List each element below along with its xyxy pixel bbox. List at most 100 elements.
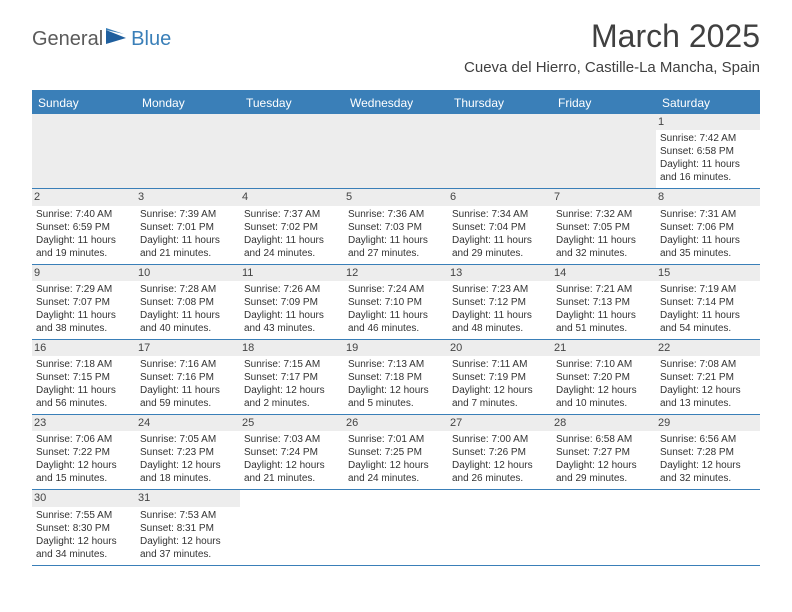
day-number: 14	[552, 265, 656, 281]
month-title: March 2025	[464, 18, 760, 55]
day-number: 12	[344, 265, 448, 281]
sunset-line: Sunset: 7:16 PM	[140, 371, 236, 384]
daylight-line: Daylight: 11 hours and 29 minutes.	[452, 234, 548, 260]
sunrise-line: Sunrise: 7:39 AM	[140, 208, 236, 221]
day-cell: 8Sunrise: 7:31 AMSunset: 7:06 PMDaylight…	[656, 189, 760, 263]
day-cell: 19Sunrise: 7:13 AMSunset: 7:18 PMDayligh…	[344, 340, 448, 414]
sunset-line: Sunset: 7:25 PM	[348, 446, 444, 459]
daylight-line: Daylight: 11 hours and 40 minutes.	[140, 309, 236, 335]
sunrise-line: Sunrise: 7:53 AM	[140, 509, 236, 522]
daylight-line: Daylight: 11 hours and 54 minutes.	[660, 309, 756, 335]
day-cell: 17Sunrise: 7:16 AMSunset: 7:16 PMDayligh…	[136, 340, 240, 414]
daylight-line: Daylight: 11 hours and 38 minutes.	[36, 309, 132, 335]
sunrise-line: Sunrise: 6:58 AM	[556, 433, 652, 446]
day-cell: 15Sunrise: 7:19 AMSunset: 7:14 PMDayligh…	[656, 265, 760, 339]
sunset-line: Sunset: 7:17 PM	[244, 371, 340, 384]
sunset-line: Sunset: 7:18 PM	[348, 371, 444, 384]
sunrise-line: Sunrise: 7:42 AM	[660, 132, 756, 145]
daylight-line: Daylight: 11 hours and 59 minutes.	[140, 384, 236, 410]
sunrise-line: Sunrise: 7:37 AM	[244, 208, 340, 221]
sunrise-line: Sunrise: 7:08 AM	[660, 358, 756, 371]
sunset-line: Sunset: 8:31 PM	[140, 522, 236, 535]
day-cell: 6Sunrise: 7:34 AMSunset: 7:04 PMDaylight…	[448, 189, 552, 263]
sunset-line: Sunset: 7:07 PM	[36, 296, 132, 309]
day-number: 17	[136, 340, 240, 356]
day-cell	[32, 114, 136, 188]
day-number: 1	[656, 114, 760, 130]
day-number: 2	[32, 189, 136, 205]
daylight-line: Daylight: 12 hours and 2 minutes.	[244, 384, 340, 410]
week-row: 9Sunrise: 7:29 AMSunset: 7:07 PMDaylight…	[32, 265, 760, 340]
sunset-line: Sunset: 7:21 PM	[660, 371, 756, 384]
day-cell: 23Sunrise: 7:06 AMSunset: 7:22 PMDayligh…	[32, 415, 136, 489]
sunrise-line: Sunrise: 7:24 AM	[348, 283, 444, 296]
daylight-line: Daylight: 12 hours and 29 minutes.	[556, 459, 652, 485]
sunset-line: Sunset: 7:24 PM	[244, 446, 340, 459]
sunset-line: Sunset: 7:03 PM	[348, 221, 444, 234]
day-cell	[344, 490, 448, 564]
daylight-line: Daylight: 12 hours and 21 minutes.	[244, 459, 340, 485]
day-number: 27	[448, 415, 552, 431]
daylight-line: Daylight: 12 hours and 7 minutes.	[452, 384, 548, 410]
day-number: 18	[240, 340, 344, 356]
daylight-line: Daylight: 11 hours and 56 minutes.	[36, 384, 132, 410]
day-cell: 18Sunrise: 7:15 AMSunset: 7:17 PMDayligh…	[240, 340, 344, 414]
sunset-line: Sunset: 7:15 PM	[36, 371, 132, 384]
sunrise-line: Sunrise: 7:05 AM	[140, 433, 236, 446]
daylight-line: Daylight: 11 hours and 46 minutes.	[348, 309, 444, 335]
daylight-line: Daylight: 12 hours and 37 minutes.	[140, 535, 236, 561]
day-cell	[448, 114, 552, 188]
day-number: 28	[552, 415, 656, 431]
day-number: 22	[656, 340, 760, 356]
day-number: 4	[240, 189, 344, 205]
day-number: 13	[448, 265, 552, 281]
daylight-line: Daylight: 11 hours and 43 minutes.	[244, 309, 340, 335]
day-number: 24	[136, 415, 240, 431]
sunrise-line: Sunrise: 7:18 AM	[36, 358, 132, 371]
day-number: 11	[240, 265, 344, 281]
day-cell: 27Sunrise: 7:00 AMSunset: 7:26 PMDayligh…	[448, 415, 552, 489]
dayname-tuesday: Tuesday	[240, 92, 344, 114]
daylight-line: Daylight: 11 hours and 27 minutes.	[348, 234, 444, 260]
sunrise-line: Sunrise: 7:03 AM	[244, 433, 340, 446]
sunrise-line: Sunrise: 7:10 AM	[556, 358, 652, 371]
day-cell: 9Sunrise: 7:29 AMSunset: 7:07 PMDaylight…	[32, 265, 136, 339]
daylight-line: Daylight: 11 hours and 21 minutes.	[140, 234, 236, 260]
week-row: 1Sunrise: 7:42 AMSunset: 6:58 PMDaylight…	[32, 114, 760, 189]
day-number: 19	[344, 340, 448, 356]
day-number: 25	[240, 415, 344, 431]
sunset-line: Sunset: 7:01 PM	[140, 221, 236, 234]
day-number: 26	[344, 415, 448, 431]
daylight-line: Daylight: 11 hours and 24 minutes.	[244, 234, 340, 260]
daylight-line: Daylight: 12 hours and 13 minutes.	[660, 384, 756, 410]
sunset-line: Sunset: 7:28 PM	[660, 446, 756, 459]
sunrise-line: Sunrise: 7:34 AM	[452, 208, 548, 221]
week-row: 30Sunrise: 7:55 AMSunset: 8:30 PMDayligh…	[32, 490, 760, 565]
day-cell: 22 Sunrise: 7:08 AMSunset: 7:21 PMDayligh…	[656, 340, 760, 414]
sunset-line: Sunset: 7:22 PM	[36, 446, 132, 459]
sunrise-line: Sunrise: 7:28 AM	[140, 283, 236, 296]
day-number: 5	[344, 189, 448, 205]
day-cell	[240, 490, 344, 564]
daylight-line: Daylight: 12 hours and 5 minutes.	[348, 384, 444, 410]
logo: General Blue	[32, 28, 171, 51]
sunrise-line: Sunrise: 7:40 AM	[36, 208, 132, 221]
day-cell: 28Sunrise: 6:58 AMSunset: 7:27 PMDayligh…	[552, 415, 656, 489]
sunrise-line: Sunrise: 7:19 AM	[660, 283, 756, 296]
day-cell	[344, 114, 448, 188]
day-cell: 24Sunrise: 7:05 AMSunset: 7:23 PMDayligh…	[136, 415, 240, 489]
daylight-line: Daylight: 12 hours and 15 minutes.	[36, 459, 132, 485]
sunrise-line: Sunrise: 7:32 AM	[556, 208, 652, 221]
weeks-container: 1Sunrise: 7:42 AMSunset: 6:58 PMDaylight…	[32, 114, 760, 566]
sunset-line: Sunset: 7:09 PM	[244, 296, 340, 309]
day-cell: 29Sunrise: 6:56 AMSunset: 7:28 PMDayligh…	[656, 415, 760, 489]
dayname-saturday: Saturday	[656, 92, 760, 114]
daylight-line: Daylight: 12 hours and 24 minutes.	[348, 459, 444, 485]
day-cell: 1Sunrise: 7:42 AMSunset: 6:58 PMDaylight…	[656, 114, 760, 188]
sunset-line: Sunset: 7:05 PM	[556, 221, 652, 234]
day-cell: 4Sunrise: 7:37 AMSunset: 7:02 PMDaylight…	[240, 189, 344, 263]
title-block: March 2025 Cueva del Hierro, Castille-La…	[464, 18, 760, 76]
day-cell: 31Sunrise: 7:53 AMSunset: 8:31 PMDayligh…	[136, 490, 240, 564]
daylight-line: Daylight: 12 hours and 32 minutes.	[660, 459, 756, 485]
day-number: 3	[136, 189, 240, 205]
